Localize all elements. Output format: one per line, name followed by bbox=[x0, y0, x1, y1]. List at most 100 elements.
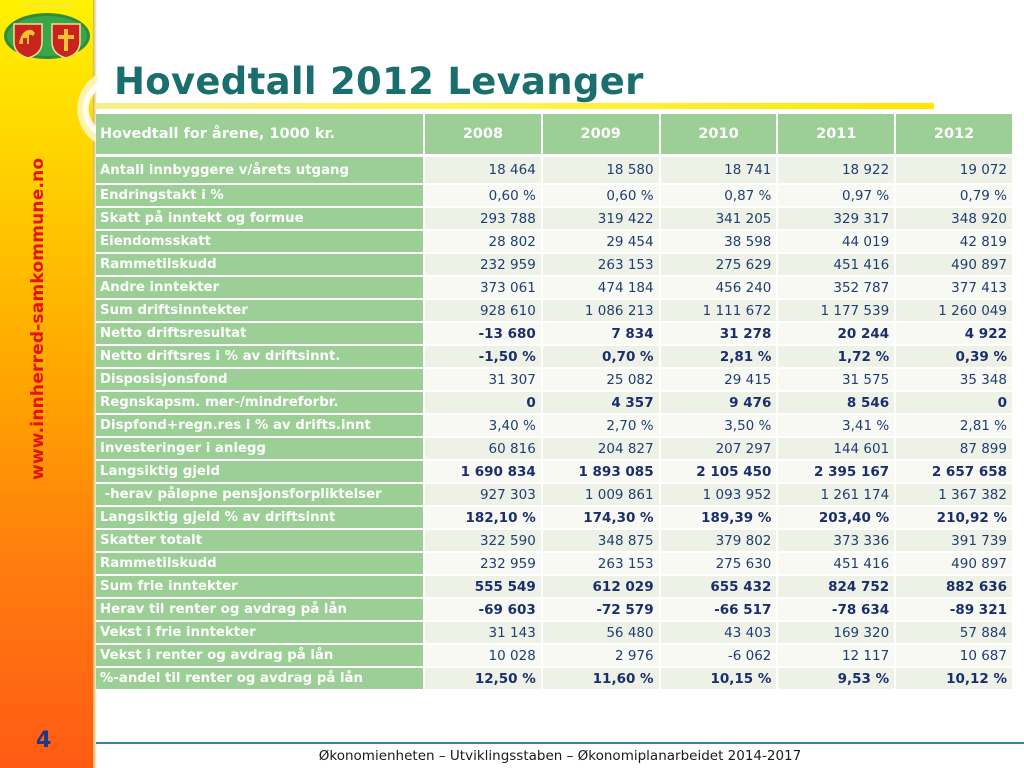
cell-value: 29 415 bbox=[660, 369, 779, 392]
row-label: Herav til renter og avdrag på lån bbox=[96, 599, 425, 622]
cell-value: 275 629 bbox=[660, 254, 779, 277]
cell-value: 927 303 bbox=[425, 484, 543, 507]
table-row: Vekst i frie inntekter 31 143 56 480 43 403… bbox=[96, 622, 1014, 645]
cell-value: 10,15 % bbox=[660, 668, 779, 691]
row-label: Netto driftsresultat bbox=[96, 323, 425, 346]
cell-value: 9 476 bbox=[660, 392, 779, 415]
row-label: Rammetilskudd bbox=[96, 553, 425, 576]
table-row: Endringstakt i % 0,60 % 0,60 % 0,87 % 0,97 %… bbox=[96, 185, 1014, 208]
row-label: Regnskapsm. mer-/mindreforbr. bbox=[96, 392, 425, 415]
cell-value: 373 061 bbox=[425, 277, 543, 300]
cell-value: 263 153 bbox=[542, 553, 661, 576]
row-label: Andre inntekter bbox=[96, 277, 425, 300]
cell-value: 377 413 bbox=[896, 277, 1014, 300]
title-underline bbox=[96, 103, 934, 109]
cell-value: 2,81 % bbox=[660, 346, 779, 369]
cell-value: 928 610 bbox=[425, 300, 543, 323]
cell-value: 352 787 bbox=[778, 277, 897, 300]
cell-value: 379 802 bbox=[660, 530, 779, 553]
decorative-arc bbox=[77, 74, 98, 144]
municipality-logo bbox=[4, 13, 90, 59]
cell-value: 18 741 bbox=[660, 157, 779, 185]
cell-value: -69 603 bbox=[425, 599, 543, 622]
cell-value: 293 788 bbox=[425, 208, 543, 231]
cell-value: 0,97 % bbox=[778, 185, 897, 208]
cell-value: 232 959 bbox=[425, 553, 543, 576]
row-label: Langsiktig gjeld % av driftsinnt bbox=[96, 507, 425, 530]
cell-value: 31 575 bbox=[778, 369, 897, 392]
cell-value: 1 261 174 bbox=[778, 484, 897, 507]
cell-value: 43 403 bbox=[660, 622, 779, 645]
row-label: Netto driftsres i % av driftsinnt. bbox=[96, 346, 425, 369]
cell-value: 87 899 bbox=[896, 438, 1014, 461]
cell-value: 2 105 450 bbox=[660, 461, 779, 484]
cell-value: 10 028 bbox=[425, 645, 543, 668]
cell-value: 12 117 bbox=[778, 645, 897, 668]
cell-value: 322 590 bbox=[425, 530, 543, 553]
row-label: Eiendomsskatt bbox=[96, 231, 425, 254]
cell-value: 10,12 % bbox=[896, 668, 1014, 691]
cell-value: 2 976 bbox=[542, 645, 661, 668]
cell-value: 232 959 bbox=[425, 254, 543, 277]
row-label: -herav påløpne pensjonsforpliktelser bbox=[96, 484, 425, 507]
cell-value: 42 819 bbox=[896, 231, 1014, 254]
cell-value: 2 657 658 bbox=[896, 461, 1014, 484]
cell-value: 9,53 % bbox=[778, 668, 897, 691]
cell-value: 25 082 bbox=[542, 369, 661, 392]
cell-value: -13 680 bbox=[425, 323, 543, 346]
cell-value: 29 454 bbox=[542, 231, 661, 254]
cell-value: 3,40 % bbox=[425, 415, 543, 438]
cell-value: 204 827 bbox=[542, 438, 661, 461]
table-row: Dispfond+regn.res i % av drifts.innt 3,40… bbox=[96, 415, 1014, 438]
cell-value: 4 357 bbox=[542, 392, 661, 415]
cell-value: 35 348 bbox=[896, 369, 1014, 392]
cell-value: 348 875 bbox=[542, 530, 661, 553]
cell-value: 11,60 % bbox=[542, 668, 661, 691]
cell-value: 474 184 bbox=[542, 277, 661, 300]
cell-value: 263 153 bbox=[542, 254, 661, 277]
table-row: Regnskapsm. mer-/mindreforbr. 0 4 357 9 476… bbox=[96, 392, 1014, 415]
key-figures-table: Hovedtall for årene, 1000 kr. 2008 2009 201… bbox=[96, 114, 1014, 691]
cell-value: 19 072 bbox=[896, 157, 1014, 185]
cell-value: 275 630 bbox=[660, 553, 779, 576]
cell-value: 451 416 bbox=[778, 254, 897, 277]
cell-value: 203,40 % bbox=[778, 507, 897, 530]
cell-value: 882 636 bbox=[896, 576, 1014, 599]
cell-value: 1 893 085 bbox=[542, 461, 661, 484]
row-label: Vekst i renter og avdrag på lån bbox=[96, 645, 425, 668]
table-row: Skatter totalt 322 590 348 875 379 802 373 3… bbox=[96, 530, 1014, 553]
row-label: Skatt på inntekt og formue bbox=[96, 208, 425, 231]
row-label: Antall innbyggere v/årets utgang bbox=[96, 157, 425, 185]
table-row: Investeringer i anlegg 60 816 204 827 207 2… bbox=[96, 438, 1014, 461]
table-row: Netto driftsresultat -13 680 7 834 31 278 20… bbox=[96, 323, 1014, 346]
cell-value: -78 634 bbox=[778, 599, 897, 622]
row-label: Vekst i frie inntekter bbox=[96, 622, 425, 645]
table-row: Antall innbyggere v/årets utgang 18 464 18… bbox=[96, 157, 1014, 185]
cell-value: -6 062 bbox=[660, 645, 779, 668]
row-label: Investeringer i anlegg bbox=[96, 438, 425, 461]
cell-value: 31 278 bbox=[660, 323, 779, 346]
cell-value: 0,79 % bbox=[896, 185, 1014, 208]
cell-value: 144 601 bbox=[778, 438, 897, 461]
cell-value: 28 802 bbox=[425, 231, 543, 254]
logo-motto: Livskvalitet og vekst bbox=[22, 3, 76, 9]
row-label: Disposisjonsfond bbox=[96, 369, 425, 392]
cell-value: 2,70 % bbox=[542, 415, 661, 438]
table-row: Disposisjonsfond 31 307 25 082 29 415 31 575… bbox=[96, 369, 1014, 392]
cell-value: 182,10 % bbox=[425, 507, 543, 530]
cell-value: 451 416 bbox=[778, 553, 897, 576]
header-year: 2010 bbox=[660, 114, 779, 157]
cell-value: 210,92 % bbox=[896, 507, 1014, 530]
cell-value: 1 086 213 bbox=[542, 300, 661, 323]
cell-value: 0,70 % bbox=[542, 346, 661, 369]
cell-value: 319 422 bbox=[542, 208, 661, 231]
cell-value: 18 464 bbox=[425, 157, 543, 185]
header-year: 2009 bbox=[542, 114, 661, 157]
cell-value: 0,87 % bbox=[660, 185, 779, 208]
cell-value: 20 244 bbox=[778, 323, 897, 346]
cell-value: 391 739 bbox=[896, 530, 1014, 553]
cell-value: 1 009 861 bbox=[542, 484, 661, 507]
cell-value: 555 549 bbox=[425, 576, 543, 599]
table-row: Herav til renter og avdrag på lån -69 603… bbox=[96, 599, 1014, 622]
cell-value: 0,39 % bbox=[896, 346, 1014, 369]
